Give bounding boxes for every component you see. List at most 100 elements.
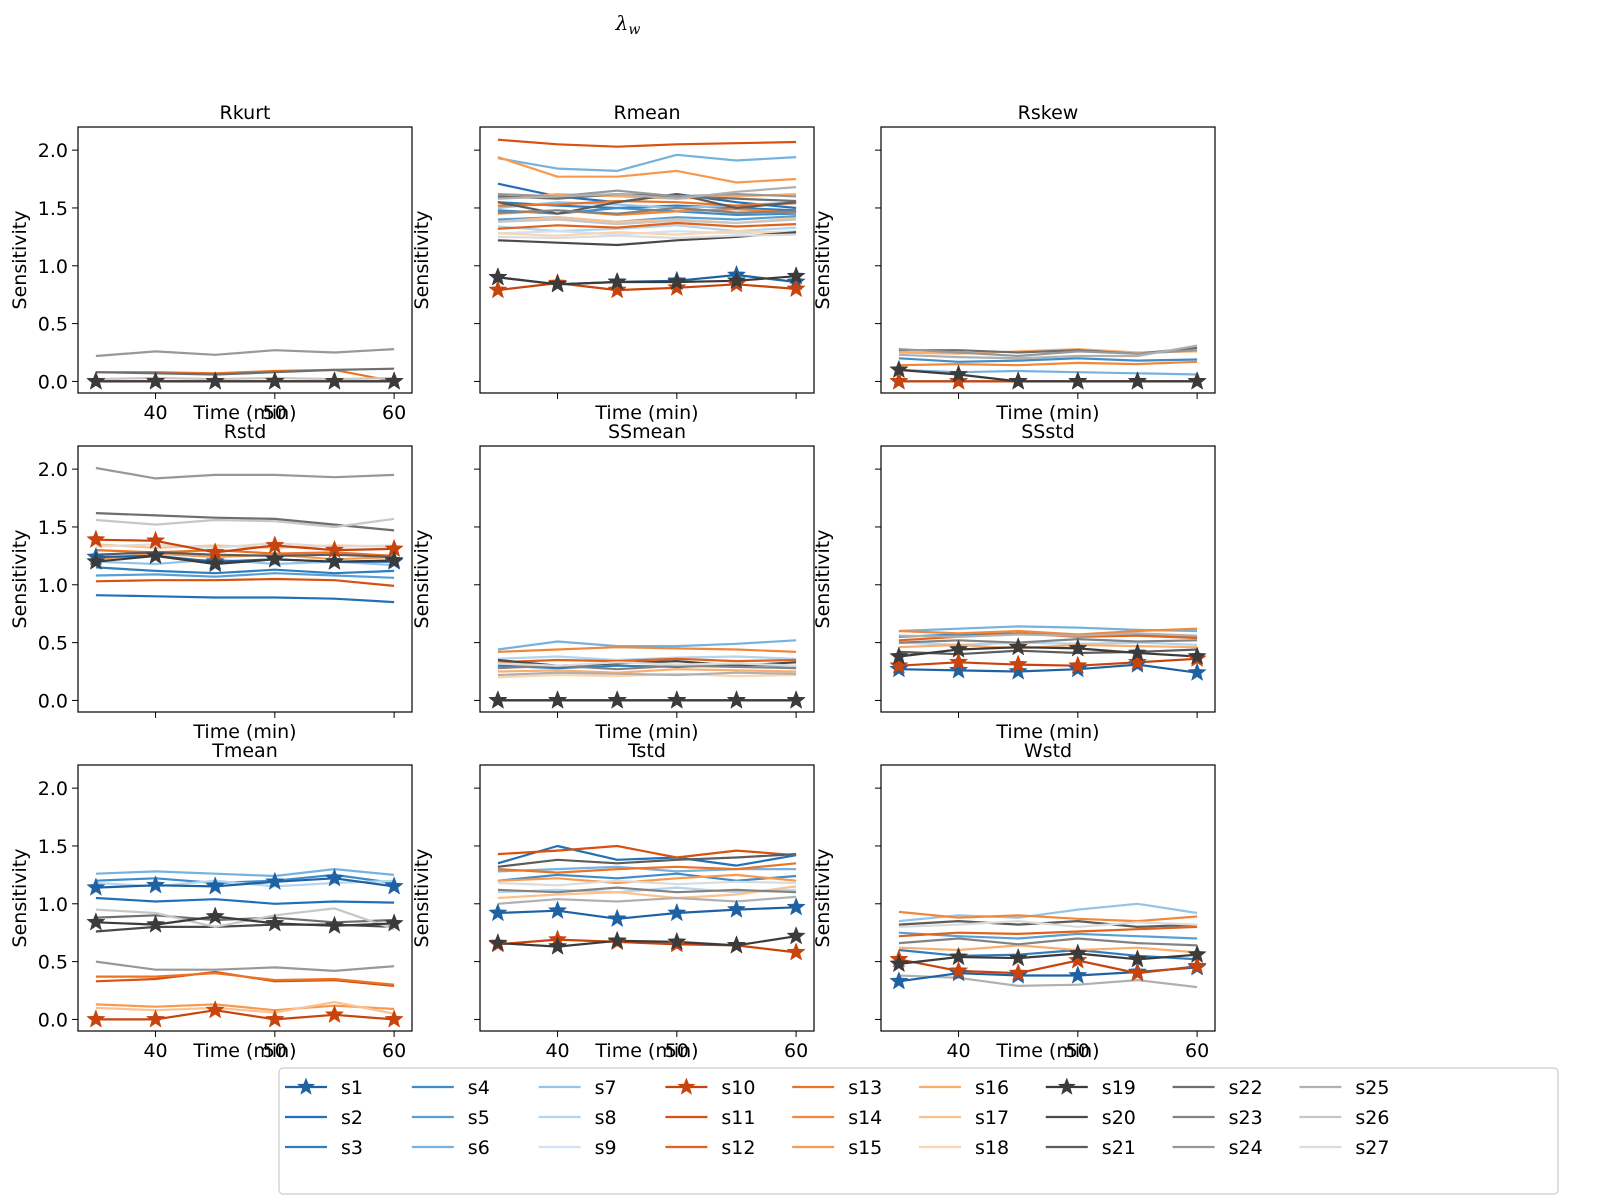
series-line-s21 xyxy=(95,551,395,559)
data-point-s19 xyxy=(607,690,627,709)
data-point-s19 xyxy=(1068,371,1088,390)
y-tick-label: 0.5 xyxy=(38,952,68,974)
y-tick-label: 0.0 xyxy=(38,371,68,393)
series-line-s19 xyxy=(95,915,395,927)
legend-label: s7 xyxy=(595,1077,617,1099)
series-line-s25 xyxy=(898,974,1198,989)
data-point-s10 xyxy=(265,1009,285,1028)
x-tick-label: 60 xyxy=(784,1040,808,1062)
data-point-s19 xyxy=(488,932,508,952)
x-tick-label: 50 xyxy=(1066,1040,1090,1062)
series-line-s19 xyxy=(95,554,395,566)
series-line-s11 xyxy=(497,844,797,859)
series-line-s19 xyxy=(898,952,1198,965)
legend-label: s6 xyxy=(468,1137,490,1159)
legend-label: s16 xyxy=(975,1077,1009,1099)
data-point-s1 xyxy=(265,871,285,891)
x-axis-label: Time (min) xyxy=(995,402,1099,424)
data-point-s1 xyxy=(488,902,508,922)
legend-entry-s21: s21 xyxy=(1045,1137,1136,1159)
data-point-s10 xyxy=(384,1009,404,1028)
data-point-s19 xyxy=(1187,371,1207,390)
series-line-s6 xyxy=(898,368,1198,376)
series-line-s2 xyxy=(497,844,797,867)
data-point-s19 xyxy=(607,271,627,291)
data-point-s19 xyxy=(786,925,806,945)
plot-area xyxy=(881,446,1215,712)
data-point-s19 xyxy=(889,646,909,665)
x-tick-label: 40 xyxy=(143,1040,167,1062)
data-point-s19 xyxy=(488,267,508,286)
legend-entry-s20: s20 xyxy=(1045,1107,1136,1129)
series-line-s19 xyxy=(898,646,1198,658)
data-point-s19 xyxy=(205,371,225,390)
series-group xyxy=(95,466,395,604)
data-point-s10 xyxy=(324,1004,345,1024)
legend-entry-s3: s3 xyxy=(285,1137,363,1159)
series-line-s19 xyxy=(497,275,797,286)
subplot-title: Rstd xyxy=(224,421,267,443)
series-line-s12 xyxy=(497,657,797,664)
series-group xyxy=(898,625,1198,674)
data-point-s19 xyxy=(265,371,285,390)
data-point-s19 xyxy=(145,545,166,565)
legend-entry-s16: s16 xyxy=(919,1077,1009,1099)
data-point-s19 xyxy=(1068,943,1088,962)
data-point-s19 xyxy=(786,265,806,285)
data-point-s19 xyxy=(726,690,747,709)
legend: s1 s2 s3 s4 s5 s6 s7 s8 s9 s10 s11 s12 s13 s14 s15 s16 s… xyxy=(278,1067,1559,1195)
data-point-s10 xyxy=(786,278,806,298)
legend-label: s18 xyxy=(975,1137,1009,1159)
series-line-s15 xyxy=(497,873,797,885)
data-point-s19 xyxy=(607,930,627,950)
data-point-s19 xyxy=(1127,642,1148,662)
series-line-s3 xyxy=(95,566,395,575)
series-line-s3 xyxy=(898,948,1198,961)
data-point-s19 xyxy=(488,690,508,709)
data-point-s19 xyxy=(265,549,285,568)
legend-entry-s7: s7 xyxy=(538,1077,617,1099)
legend-label: s2 xyxy=(341,1107,363,1129)
y-axis-label: Sensitivity xyxy=(9,530,31,629)
data-point-s19 xyxy=(547,936,568,955)
data-point-s10 xyxy=(667,277,687,296)
data-point-s1 xyxy=(667,902,687,922)
series-line-s21 xyxy=(497,853,797,868)
data-point-s10 xyxy=(86,1009,106,1028)
y-axis-label: Sensitivity xyxy=(411,530,433,629)
series-line-s24 xyxy=(95,348,395,358)
x-axis-label: Time (min) xyxy=(594,721,698,743)
data-point-s10 xyxy=(1068,950,1088,969)
series-line-s14 xyxy=(898,627,1198,636)
data-point-s10 xyxy=(889,655,909,674)
subplot-rkurt: Rkurt Sensitivity Time (min) 0.0 0.5 1.0 1.5 2.… xyxy=(9,102,413,424)
data-point-s10 xyxy=(488,279,508,299)
y-tick-label: 1.5 xyxy=(38,198,68,220)
legend-entry-s26: s26 xyxy=(1299,1107,1389,1129)
plot-frame xyxy=(479,126,815,394)
data-point-s1 xyxy=(1008,661,1028,680)
series-line-s27 xyxy=(497,233,797,240)
series-line-s6 xyxy=(95,867,395,878)
data-point-s19 xyxy=(667,271,687,291)
data-point-s19 xyxy=(1008,371,1028,390)
legend-label: s17 xyxy=(975,1107,1009,1129)
y-tick-label: 1.0 xyxy=(38,894,68,916)
legend-label: s24 xyxy=(1229,1137,1263,1159)
x-axis-label: Time (min) xyxy=(192,1040,296,1062)
series-line-s8 xyxy=(497,655,797,662)
data-point-s1 xyxy=(384,876,404,895)
y-axis-label: Sensitivity xyxy=(812,211,834,310)
series-line-s10 xyxy=(95,1009,395,1021)
x-axis-label: Time (min) xyxy=(995,721,1099,743)
series-line-s16 xyxy=(898,643,1198,650)
series-line-s13 xyxy=(497,199,797,207)
data-point-s19 xyxy=(1187,944,1207,963)
series-group xyxy=(95,348,395,383)
figure-title: λw xyxy=(615,11,641,38)
plot-frame xyxy=(880,445,1216,713)
data-point-s10 xyxy=(607,279,627,299)
plot-area xyxy=(78,765,412,1031)
data-point-s19 xyxy=(948,364,969,383)
x-tick-label: 50 xyxy=(665,1040,689,1062)
